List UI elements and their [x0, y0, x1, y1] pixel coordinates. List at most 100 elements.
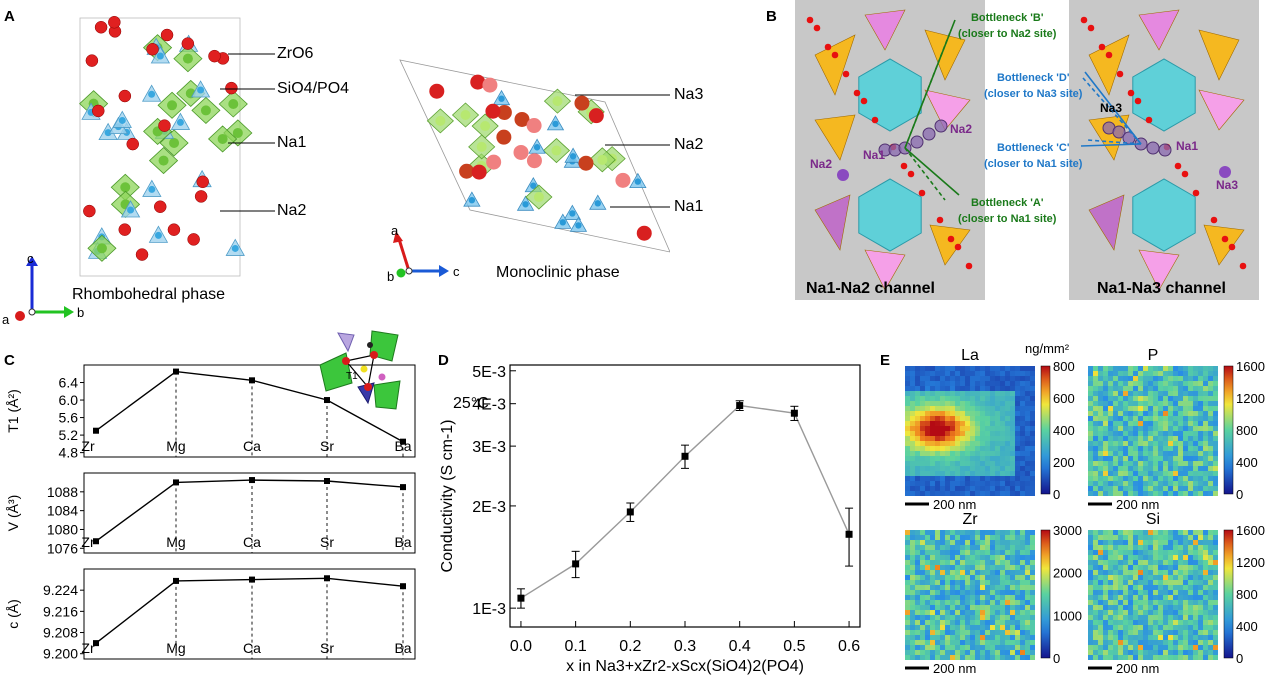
map-pixel — [1163, 595, 1168, 600]
map-pixel — [1213, 366, 1218, 371]
map-pixel — [1118, 461, 1123, 466]
map-pixel — [955, 565, 960, 570]
map-pixel — [965, 401, 970, 406]
map-pixel — [1093, 371, 1098, 376]
map-pixel — [1198, 486, 1203, 491]
map-pixel — [1118, 476, 1123, 481]
map-pixel — [1203, 570, 1208, 575]
data-point — [324, 478, 330, 484]
map-pixel — [1020, 550, 1025, 555]
zr-atom — [551, 145, 562, 156]
map-pixel — [1098, 635, 1103, 640]
map-pixel — [1178, 456, 1183, 461]
map-pixel — [925, 466, 930, 471]
map-pixel — [1208, 530, 1213, 535]
map-pixel — [1093, 406, 1098, 411]
map-pixel — [1198, 600, 1203, 605]
map-pixel — [1193, 585, 1198, 590]
map-pixel — [1118, 366, 1123, 371]
map-pixel — [1183, 426, 1188, 431]
map-pixel — [1143, 441, 1148, 446]
map-pixel — [910, 580, 915, 585]
map-pixel — [1103, 411, 1108, 416]
map-pixel — [1208, 441, 1213, 446]
map-pixel — [975, 640, 980, 645]
map-pixel — [1108, 550, 1113, 555]
map-pixel — [1113, 391, 1118, 396]
map-pixel — [940, 446, 945, 451]
map-pixel — [1015, 585, 1020, 590]
map-pixel — [1193, 371, 1198, 376]
map-pixel — [1093, 610, 1098, 615]
map-pixel — [985, 411, 990, 416]
map-pixel — [1148, 540, 1153, 545]
map-pixel — [925, 600, 930, 605]
map-pixel — [1005, 371, 1010, 376]
map-pixel — [995, 540, 1000, 545]
map-pixel — [925, 620, 930, 625]
map-pixel — [1113, 386, 1118, 391]
map-pixel — [1208, 381, 1213, 386]
map-pixel — [1143, 436, 1148, 441]
map-pixel — [1213, 371, 1218, 376]
map-pixel — [940, 575, 945, 580]
map-pixel — [965, 491, 970, 496]
map-pixel — [1030, 466, 1035, 471]
map-pixel — [1118, 371, 1123, 376]
map-pixel — [1098, 381, 1103, 386]
map-pixel — [1015, 436, 1020, 441]
category-label: Ca — [243, 640, 261, 656]
map-pixel — [1030, 570, 1035, 575]
map-pixel — [910, 630, 915, 635]
map-pixel — [995, 545, 1000, 550]
map-pixel — [1168, 476, 1173, 481]
map-pixel — [1158, 650, 1163, 655]
map-pixel — [1000, 565, 1005, 570]
map-pixel — [1113, 366, 1118, 371]
map-pixel — [1193, 426, 1198, 431]
map-pixel — [1098, 421, 1103, 426]
bottleneck-arrow-green — [904, 147, 960, 196]
na-atom — [513, 144, 529, 160]
map-pixel — [1198, 456, 1203, 461]
map-pixel — [1030, 620, 1035, 625]
map-pixel — [1088, 530, 1093, 535]
map-pixel — [1178, 630, 1183, 635]
channel-structure-illustration — [795, 0, 1259, 300]
map-pixel — [1000, 545, 1005, 550]
map-pixel — [905, 615, 910, 620]
map-pixel — [1193, 406, 1198, 411]
map-pixel — [1093, 386, 1098, 391]
map-pixel — [955, 406, 960, 411]
map-pixel — [960, 401, 965, 406]
map-pixel — [1128, 575, 1133, 580]
colorbar-tick-label: 1200 — [1236, 391, 1265, 406]
map-pixel — [1143, 421, 1148, 426]
map-pixel — [1030, 625, 1035, 630]
map-pixel — [1198, 411, 1203, 416]
map-pixel — [945, 376, 950, 381]
map-pixel — [910, 625, 915, 630]
si-atom — [575, 222, 582, 229]
map-pixel — [1128, 610, 1133, 615]
map-pixel — [985, 580, 990, 585]
map-pixel — [1118, 570, 1123, 575]
map-pixel — [965, 640, 970, 645]
map-pixel — [1193, 411, 1198, 416]
map-pixel — [925, 590, 930, 595]
map-pixel — [980, 486, 985, 491]
map-pixel — [1198, 481, 1203, 486]
map-pixel — [1138, 471, 1143, 476]
map-pixel — [1113, 590, 1118, 595]
map-pixel — [980, 431, 985, 436]
map-pixel — [1153, 436, 1158, 441]
map-pixel — [1173, 595, 1178, 600]
map-pixel — [1138, 655, 1143, 660]
map-pixel — [1183, 560, 1188, 565]
si-atom — [552, 120, 559, 128]
map-pixel — [1005, 431, 1010, 436]
map-pixel — [940, 560, 945, 565]
map-pixel — [1148, 481, 1153, 486]
map-pixel — [1113, 610, 1118, 615]
map-pixel — [950, 610, 955, 615]
